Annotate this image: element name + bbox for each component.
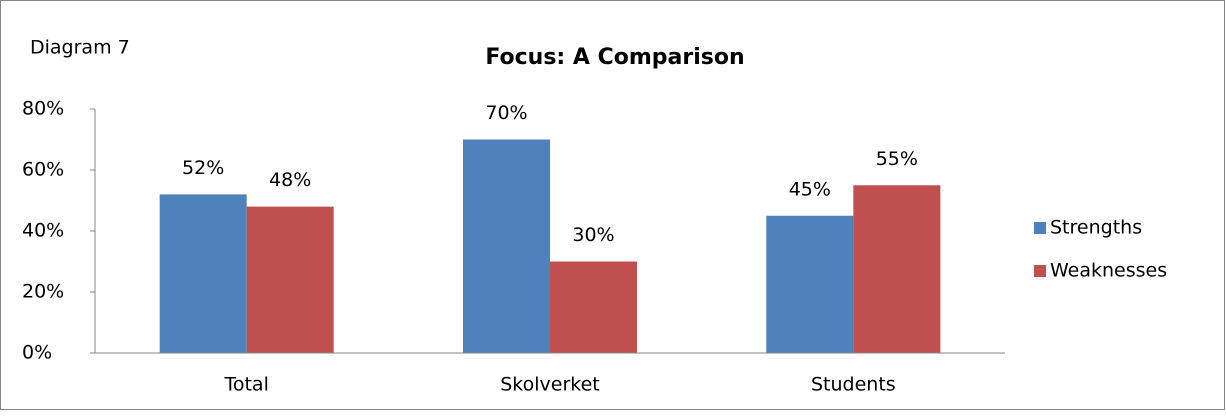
legend-swatch [1034, 265, 1046, 277]
bar [550, 261, 637, 353]
x-tick-label: Total [223, 374, 268, 396]
x-tick-label: Skolverket [500, 374, 600, 396]
y-tick-label: 0% [22, 342, 52, 364]
x-tick-label: Students [811, 374, 896, 396]
data-label: 45% [789, 178, 831, 200]
bar [463, 139, 550, 353]
legend-swatch [1034, 222, 1046, 234]
data-label: 70% [485, 102, 527, 124]
chart-title: Focus: A Comparison [485, 45, 744, 70]
legend-label: Weaknesses [1050, 260, 1167, 282]
bar [766, 215, 854, 353]
data-label: 52% [182, 157, 224, 179]
legend-label: Strengths [1050, 217, 1142, 239]
y-tick-label: 20% [22, 281, 64, 303]
bar [853, 185, 941, 353]
y-tick-label: 40% [22, 220, 64, 242]
y-tick-label: 80% [22, 98, 64, 120]
bar [246, 206, 334, 353]
chart-annotation: Diagram 7 [30, 37, 130, 59]
y-tick-label: 60% [22, 159, 64, 181]
bar [159, 194, 247, 353]
data-label: 48% [269, 169, 311, 191]
data-label: 55% [876, 148, 918, 170]
data-label: 30% [572, 224, 614, 246]
